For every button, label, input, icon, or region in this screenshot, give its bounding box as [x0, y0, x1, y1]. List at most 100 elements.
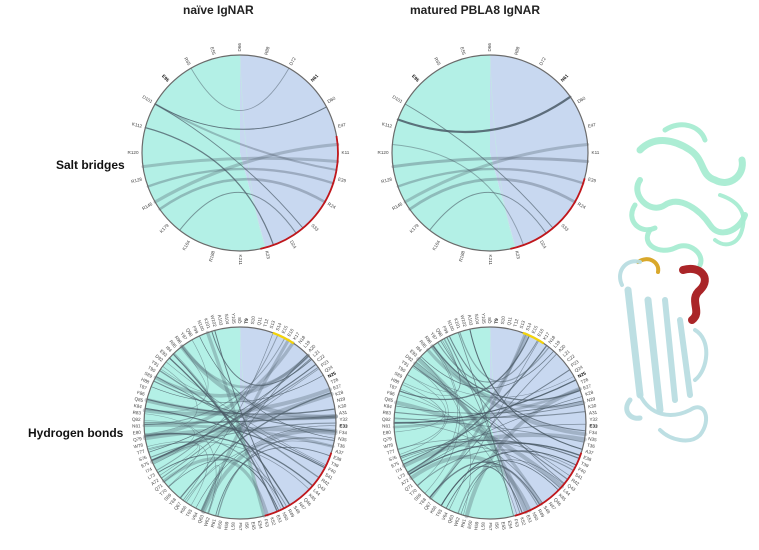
tick-label: Q98 [185, 327, 194, 337]
tick-label: P23 [320, 359, 330, 368]
tick-label: K52 [519, 517, 526, 527]
tick-label: L21 [562, 349, 571, 358]
tick-label: S48 [292, 505, 301, 515]
tick-label: H88 [140, 377, 150, 385]
tick-label: W62 [203, 516, 211, 527]
chord-link [391, 143, 525, 246]
chord-link [437, 339, 539, 383]
chord-link [399, 439, 580, 460]
tick-label: L58 [230, 522, 236, 530]
tick-label: Y105 [481, 313, 487, 324]
tick-label: S13 [519, 320, 526, 330]
tick-label: R88 [264, 46, 271, 56]
chord-link [402, 369, 571, 465]
tick-label: E55 [209, 46, 216, 56]
tick-label: R95 [418, 339, 428, 349]
chord-link [199, 335, 336, 439]
tick-label: K45 [308, 493, 318, 503]
chord-link [393, 394, 444, 420]
chord-link [151, 366, 319, 462]
chord-link [144, 407, 326, 469]
tick-label: R96 [424, 335, 433, 345]
tick-label: E51 [275, 514, 283, 524]
tick-label: I74 [395, 466, 403, 474]
tick-label: E75 [140, 461, 150, 469]
tick-label: Y105 [231, 313, 237, 324]
tick-label: E80 [383, 430, 392, 436]
chord-link [429, 191, 547, 234]
chord-link [408, 396, 583, 475]
tick-label: S13 [269, 320, 276, 330]
protein-top-helix [629, 202, 658, 233]
tick-label: Y68 [418, 497, 427, 507]
tick-label: I94 [415, 345, 423, 353]
tick-label: K211 [238, 255, 243, 266]
tick-label: E16 [286, 327, 295, 337]
chord-link [154, 103, 304, 229]
chord-link [397, 384, 446, 451]
chord-link [146, 441, 208, 506]
tick-label: K17 [292, 331, 301, 341]
tick-label: E38 [583, 455, 593, 463]
tick-label: N61 [310, 73, 320, 83]
tick-label: T70 [409, 488, 419, 497]
chord-link [399, 365, 449, 455]
tick-label: T12 [513, 318, 520, 327]
tick-label: T77 [386, 449, 395, 456]
tick-label: R96 [174, 335, 183, 345]
chord-link [160, 346, 207, 392]
tick-label: K30 [588, 403, 597, 409]
tick-label: E33 [589, 423, 598, 428]
tick-label: S89 [393, 371, 403, 379]
region-right [490, 55, 588, 248]
protein-top-loop [645, 227, 704, 268]
tick-label: R128 [381, 176, 393, 184]
tick-label: E47 [337, 122, 347, 129]
ring [143, 326, 337, 520]
tick-label: E47 [587, 122, 597, 129]
tick-label: Q79 [383, 436, 393, 442]
chord-link [144, 397, 339, 421]
chord-link [146, 167, 335, 188]
tick-label: K17 [542, 331, 551, 341]
chord-link [143, 426, 338, 441]
tick-label: H59 [473, 521, 479, 530]
tick-label: E33 [339, 423, 348, 428]
tick-label: F86 [136, 390, 145, 397]
tick-label: A31 [339, 410, 348, 416]
tick-label: E60 [217, 520, 224, 529]
tick-label: E93 [409, 349, 419, 358]
tick-label: A31 [589, 410, 598, 416]
tick-label: F57 [488, 523, 493, 531]
tick-label: K66 [179, 505, 188, 515]
chord-link [457, 465, 539, 515]
tick-label: S14 [525, 322, 533, 332]
tick-label: D66 [237, 43, 242, 52]
tick-label: R24 [577, 201, 587, 210]
tick-label: E55 [251, 521, 257, 530]
ring-highlight-red [510, 178, 586, 250]
tick-label: N18 [547, 334, 556, 344]
tick-label: R42 [320, 478, 330, 487]
chord-link [457, 332, 514, 517]
tick-label: E27 [332, 383, 342, 391]
tick-label: L44 [562, 488, 571, 497]
chord-link [404, 103, 554, 229]
tick-label: K84 [133, 403, 142, 409]
chord-link [215, 446, 331, 517]
tick-label: N81 [132, 423, 141, 428]
tick-label: T26 [330, 377, 340, 385]
tick-label: E55 [501, 521, 507, 530]
tick-label: F40 [577, 467, 587, 475]
chord-link [190, 67, 290, 111]
tick-label: K52 [269, 517, 276, 527]
chord-link [179, 191, 297, 234]
tick-label: R188 [458, 250, 466, 262]
tick-label: R128 [131, 176, 143, 184]
tick-label: N50 [531, 511, 539, 521]
tick-label: E16 [536, 327, 545, 337]
tick-label: S10 [500, 315, 506, 324]
tick-label: Q79 [133, 436, 143, 442]
chord-link [141, 156, 340, 169]
protein-top-helix [636, 137, 746, 186]
